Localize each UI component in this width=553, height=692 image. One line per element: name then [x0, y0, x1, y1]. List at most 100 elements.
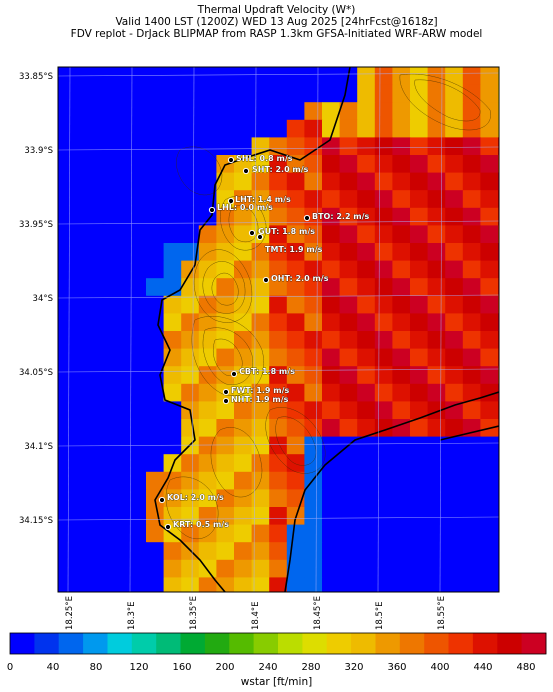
field-cell	[181, 383, 200, 402]
station-fwt[interactable]: FWT: 1.9 m/s	[222, 386, 290, 395]
field-cell	[445, 454, 464, 473]
field-cell	[58, 225, 77, 244]
field-cell	[128, 313, 147, 332]
field-cell	[392, 383, 411, 402]
field-cell	[181, 67, 200, 86]
field-cell	[286, 260, 305, 279]
colorbar-swatch	[107, 633, 133, 654]
field-cell	[392, 278, 411, 297]
station-nht[interactable]: NHT: 1.9 m/s	[222, 395, 289, 404]
field-cell	[374, 190, 393, 209]
field-cell	[234, 84, 253, 103]
field-cell	[498, 155, 499, 174]
field-cell	[251, 67, 270, 86]
field-cell	[357, 366, 376, 385]
field-cell	[75, 419, 94, 438]
field-cell	[427, 366, 446, 385]
field-cell	[146, 577, 165, 592]
field-cell	[392, 489, 411, 508]
field-cell	[234, 313, 253, 332]
field-cell	[251, 331, 270, 350]
field-cell	[322, 84, 341, 103]
station-krt[interactable]: KRT: 0.5 m/s	[164, 520, 230, 531]
station-tmt[interactable]: TMT: 1.9 m/s	[256, 233, 323, 254]
field-cell	[498, 436, 499, 455]
field-cell	[146, 119, 165, 138]
colorbar-swatch	[131, 633, 157, 654]
field-cell	[339, 84, 358, 103]
station-cbt[interactable]: CBT: 1.8 m/s	[230, 367, 295, 378]
field-cell	[339, 577, 358, 592]
model-source: FDV replot - DrJack BLIPMAP from RASP 1.…	[70, 28, 483, 40]
colorbar-tick: 40	[47, 662, 60, 673]
station-lht[interactable]: LHT: 1.4 m/s	[227, 195, 291, 204]
field-cell	[374, 67, 393, 86]
field-cell	[198, 260, 217, 279]
field-cell	[410, 243, 429, 262]
field-cell	[75, 119, 94, 138]
station-label: FWT: 1.9 m/s	[231, 386, 290, 395]
field-cell	[392, 155, 411, 174]
station-shl[interactable]: SHL: 0.8 m/s	[227, 154, 293, 163]
field-cell	[181, 172, 200, 191]
station-kol[interactable]: KOL: 2.0 m/s	[158, 493, 224, 504]
field-cell	[392, 260, 411, 279]
field-cell	[58, 471, 77, 490]
field-cell	[198, 67, 217, 86]
field-cell	[427, 348, 446, 367]
field-cell	[93, 190, 112, 209]
field-cell	[198, 524, 217, 543]
field-cell	[163, 559, 182, 578]
station-lhl[interactable]: LHL: 0.0 m/s	[208, 203, 273, 214]
field-cell	[93, 524, 112, 543]
field-cell	[286, 243, 305, 262]
field-cell	[480, 436, 499, 455]
field-cell	[251, 155, 270, 174]
station-sht[interactable]: SHT: 2.0 m/s	[242, 165, 309, 174]
field-cell	[410, 577, 429, 592]
station-oht[interactable]: OHT: 2.0 m/s	[262, 274, 329, 283]
field-cell	[181, 260, 200, 279]
field-cell	[216, 225, 235, 244]
field-cell	[339, 225, 358, 244]
lon-label: 18.5°E	[375, 601, 385, 630]
field-cell	[110, 348, 129, 367]
field-cell	[75, 278, 94, 297]
field-cell	[480, 67, 499, 86]
field-cell	[498, 559, 499, 578]
field-cell	[410, 524, 429, 543]
field-cell	[392, 366, 411, 385]
field-cell	[93, 119, 112, 138]
field-cell	[410, 401, 429, 420]
field-cell	[339, 383, 358, 402]
field-cell	[445, 507, 464, 526]
station-label: KOL: 2.0 m/s	[167, 493, 224, 502]
field-cell	[216, 172, 235, 191]
station-bto[interactable]: BTO: 2.2 m/s	[303, 212, 370, 221]
field-cell	[216, 507, 235, 526]
colorbar-swatch	[448, 633, 474, 654]
field-cell	[357, 119, 376, 138]
field-cell	[410, 313, 429, 332]
field-cell	[445, 401, 464, 420]
field-cell	[357, 489, 376, 508]
station-gut[interactable]: GUT: 1.8 m/s	[248, 227, 316, 236]
field-cell	[392, 243, 411, 262]
field-cell	[93, 243, 112, 262]
field-cell	[93, 542, 112, 561]
field-cell	[216, 559, 235, 578]
coastline	[154, 67, 499, 592]
field-cell	[93, 401, 112, 420]
colorbar-swatch	[497, 633, 523, 654]
field-cell	[110, 102, 129, 121]
field-cell	[216, 295, 235, 314]
station-label: SHT: 2.0 m/s	[252, 165, 309, 174]
field-cell	[146, 155, 165, 174]
field-cell	[410, 172, 429, 191]
field-cell	[445, 471, 464, 490]
field-cell	[498, 243, 499, 262]
field-cell	[128, 489, 147, 508]
station-label: NHT: 1.9 m/s	[231, 395, 289, 404]
field-cell	[251, 383, 270, 402]
field-cell	[181, 278, 200, 297]
